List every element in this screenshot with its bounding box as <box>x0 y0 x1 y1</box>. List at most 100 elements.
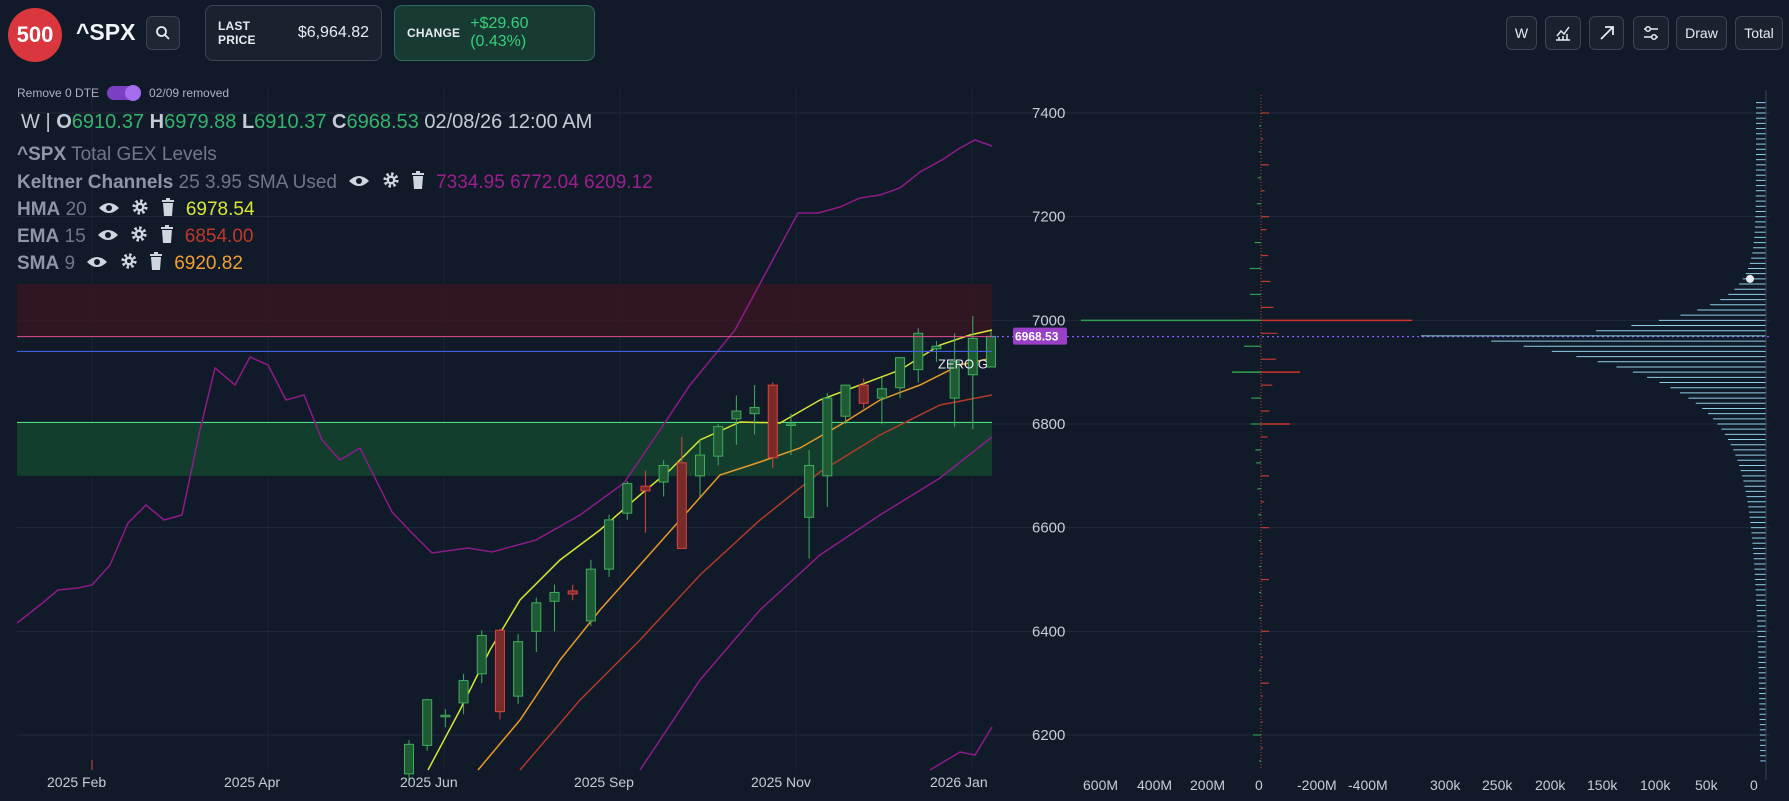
dte-removed-status: 02/09 removed <box>149 86 230 100</box>
ema-value: 6854.00 <box>184 226 254 248</box>
hma-params: 20 <box>65 199 87 221</box>
keltner-lower-line <box>639 436 993 771</box>
total-x-tick-label: 300k <box>1430 777 1461 793</box>
hma-line <box>427 329 993 771</box>
total-x-tick-label: 200k <box>1535 777 1566 793</box>
legend-title-text: Total GEX Levels <box>71 144 217 165</box>
indicators-button[interactable] <box>1545 16 1581 50</box>
candle-body <box>895 357 906 389</box>
keltner-params: 25 3.95 SMA Used <box>178 172 337 194</box>
sma-name: SMA <box>17 253 60 275</box>
total-button[interactable]: Total <box>1735 16 1783 50</box>
last-price-label: LAST PRICE <box>218 19 256 47</box>
change-label: CHANGE <box>407 26 461 40</box>
legend-title: ^SPX Total GEX Levels <box>17 144 217 166</box>
candle-body <box>931 345 942 350</box>
arrow-up-right-icon <box>1599 26 1614 40</box>
sma-value: 6920.82 <box>174 253 243 275</box>
candle-body <box>713 426 724 457</box>
candlesticks <box>91 316 996 782</box>
gear-icon[interactable] <box>130 225 148 249</box>
candle-body <box>458 680 469 704</box>
gex-x-tick-label: -200M <box>1297 777 1337 793</box>
total-x-tick-label: 100k <box>1640 777 1671 793</box>
candle-body <box>404 743 414 775</box>
price-tag-bg <box>1013 327 1067 345</box>
gear-icon[interactable] <box>382 171 400 195</box>
x-tick-label: 2026 Jan <box>930 774 988 790</box>
zero-gamma-label: ZERO G <box>938 356 988 371</box>
x-tick-label: 2025 Nov <box>751 774 811 790</box>
candle-body <box>440 714 451 718</box>
keltner-name: Keltner Channels <box>17 172 174 194</box>
candle-body <box>822 397 833 477</box>
candle-body <box>858 384 869 404</box>
level-lines: ZERO G 6968.53 <box>17 327 1770 371</box>
hma-name: HMA <box>17 199 61 221</box>
candle-body <box>585 568 596 622</box>
legend-keltner: Keltner Channels 25 3.95 SMA Used 7334.9… <box>17 171 653 195</box>
gex-zones <box>17 284 992 476</box>
eye-icon[interactable] <box>97 226 119 248</box>
gex-x-tick-label: 200M <box>1190 777 1225 793</box>
ohlc-sep: | <box>45 111 51 133</box>
legend-sma: SMA 9 6920.82 <box>17 252 243 276</box>
ohlc-close-key: C <box>332 111 347 133</box>
ticker-symbol[interactable]: ^SPX <box>76 19 136 45</box>
legend-title-symbol: ^SPX <box>17 144 67 165</box>
candle-body <box>494 629 505 713</box>
settings-sliders-button[interactable] <box>1633 16 1669 50</box>
ohlc-date: 02/08/26 12:00 AM <box>424 111 593 133</box>
trash-icon[interactable] <box>160 225 174 249</box>
search-button[interactable] <box>146 16 180 50</box>
candle-body <box>604 519 615 570</box>
gex-x-tick-label: -400M <box>1348 777 1388 793</box>
price-tag: 6968.53 <box>1015 330 1059 344</box>
candle-body <box>804 464 815 518</box>
chart-line-icon <box>1556 26 1570 41</box>
eye-icon[interactable] <box>348 172 370 194</box>
x-tick-label: 2025 Feb <box>47 774 106 790</box>
ema-line <box>519 394 993 771</box>
ema-name: EMA <box>17 226 60 248</box>
search-icon <box>156 26 170 40</box>
candle-body <box>749 406 760 415</box>
ohlc-high: 6979.88 <box>164 111 237 133</box>
trend-line-button[interactable] <box>1589 16 1624 50</box>
gex-x-tick-label: 400M <box>1137 777 1172 793</box>
trash-icon[interactable] <box>161 198 175 222</box>
draw-button[interactable]: Draw <box>1676 16 1727 50</box>
candle-body <box>695 454 705 477</box>
eye-icon[interactable] <box>98 199 120 221</box>
y-tick-label: 7000 <box>1032 312 1065 329</box>
ohlc-high-key: H <box>149 111 165 133</box>
eye-icon[interactable] <box>86 253 108 275</box>
candle-body <box>476 634 487 675</box>
legend-ema: EMA 15 6854.00 <box>17 225 253 249</box>
remove-0dte-toggle[interactable] <box>107 85 142 101</box>
trash-icon[interactable] <box>149 252 163 276</box>
candle-body <box>567 590 578 595</box>
candle-body <box>622 483 633 514</box>
app-logo[interactable]: 500 <box>8 8 62 62</box>
y-tick-label: 6800 <box>1032 416 1065 433</box>
gear-icon[interactable] <box>120 252 138 276</box>
gex-bars <box>1081 95 1412 770</box>
candle-body <box>949 361 960 399</box>
ohlc-readout: W | O6910.37 H6979.88 L6910.37 C6968.53 … <box>21 111 592 134</box>
y-tick-label: 6400 <box>1032 623 1065 640</box>
y-tick-label: 7200 <box>1032 209 1065 226</box>
candle-body <box>422 699 433 746</box>
legend-hma: HMA 20 6978.54 <box>17 198 255 222</box>
trash-icon[interactable] <box>411 171 425 195</box>
gex-x-tick-label: 600M <box>1083 777 1118 793</box>
timeframe-button[interactable]: W <box>1506 16 1537 50</box>
support-zone <box>17 422 992 476</box>
keltner-upper-line <box>16 139 993 624</box>
ohlc-open: 6910.37 <box>71 111 145 133</box>
last-price-value: $6,964.82 <box>297 24 369 41</box>
x-tick-label: 2025 Sep <box>574 774 634 790</box>
gear-icon[interactable] <box>131 198 149 222</box>
